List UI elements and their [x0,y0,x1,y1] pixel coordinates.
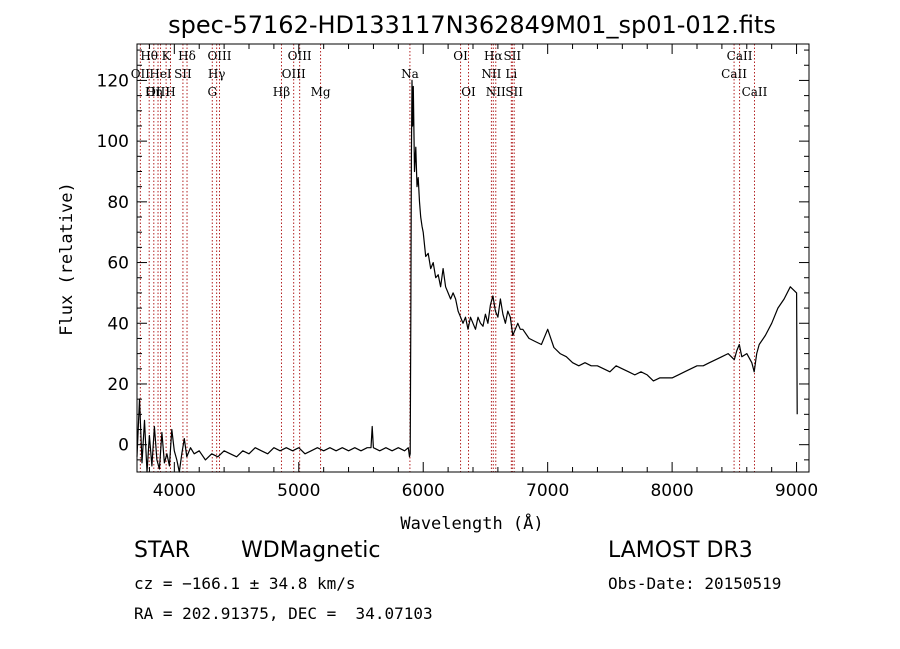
y-tick-label-5: 100 [97,132,129,152]
spectral-line-label-12: OIII [288,49,312,63]
chart-title: spec-57162-HD133117N362849M01_sp01-012.f… [168,11,776,39]
spectral-line-label-11: G [207,85,217,99]
spectral-line-label-15: Mg [311,85,331,99]
spectrum-line-0 [136,79,798,473]
x-tick-label-0: 4000 [153,481,196,501]
spectral-line-label-17: OI [453,49,468,63]
spectral-line-labels: Hθ OII OIII K HeI Hη SII H Hδ OIII Hγ G OIII OIII Hβ Mg… [131,49,768,99]
spectrum-series [136,79,798,473]
observation-date: Obs-Date: 20150519 [608,574,782,593]
spectral-line-label-3: K [162,49,172,63]
spectral-line-label-0: Hθ [140,49,158,63]
spectral-line-label-16: Na [401,67,419,81]
spectral-line-label-9: OIII [207,49,231,63]
survey-name: LAMOST DR3 [608,538,753,563]
redshift-velocity: cz = −166.1 ± 34.8 km/s [134,574,356,593]
plot-frame [136,43,810,473]
spectral-line-label-27: CaII [742,85,768,99]
x-tick-label-5: 9000 [775,481,818,501]
spectral-line-label-21: NII [486,85,506,99]
y-tick-label-3: 60 [107,254,129,274]
spectral-line-label-8: Hδ [178,49,196,63]
coordinates: RA = 202.91375, DEC = 34.07103 [134,604,433,623]
spectral-line-label-25: CaII [727,49,753,63]
spectral-line-label-7: H [165,85,175,99]
spectral-line-label-20: NII [481,67,501,81]
spectral-line-label-24: SII [505,85,523,99]
x-tick-label-4: 8000 [650,481,693,501]
spectral-line-markers [139,44,755,472]
y-tick-label-2: 40 [107,314,129,334]
y-tick-label-6: 120 [97,71,129,91]
spectral-line-label-13: OIII [282,67,306,81]
x-tick-label-1: 5000 [277,481,320,501]
y-axis-label: Flux (relative) [57,182,77,336]
y-tick-label-4: 80 [107,193,129,213]
spectral-line-label-6: SII [174,67,192,81]
spectral-line-label-14: Hβ [273,85,290,99]
spectral-line-label-10: Hγ [208,67,226,81]
spectral-line-label-19: Hα [484,49,503,63]
spectral-line-label-18: OI [461,85,476,99]
x-axis-ticks: 4000 5000 6000 7000 8000 9000 [148,44,818,501]
y-axis-ticks: 0 20 40 60 80 100 120 [97,49,809,461]
spectral-line-label-2: OIII [146,85,170,99]
spectral-line-label-26: CaII [721,67,747,81]
object-class: STAR [134,538,191,563]
x-tick-label-2: 6000 [402,481,445,501]
x-tick-label-3: 7000 [526,481,569,501]
spectral-line-label-4: HeI [149,67,172,81]
spectral-line-label-1: OII [131,67,151,81]
x-axis-label: Wavelength (Å) [400,512,543,534]
spectral-line-label-22: SII [503,49,521,63]
spectral-line-label-5: Hη [145,85,163,99]
spectral-line-label-23: Li [505,67,517,81]
y-tick-label-1: 20 [107,375,129,395]
object-subclass: WDMagnetic [241,538,381,563]
y-tick-label-0: 0 [118,436,129,456]
